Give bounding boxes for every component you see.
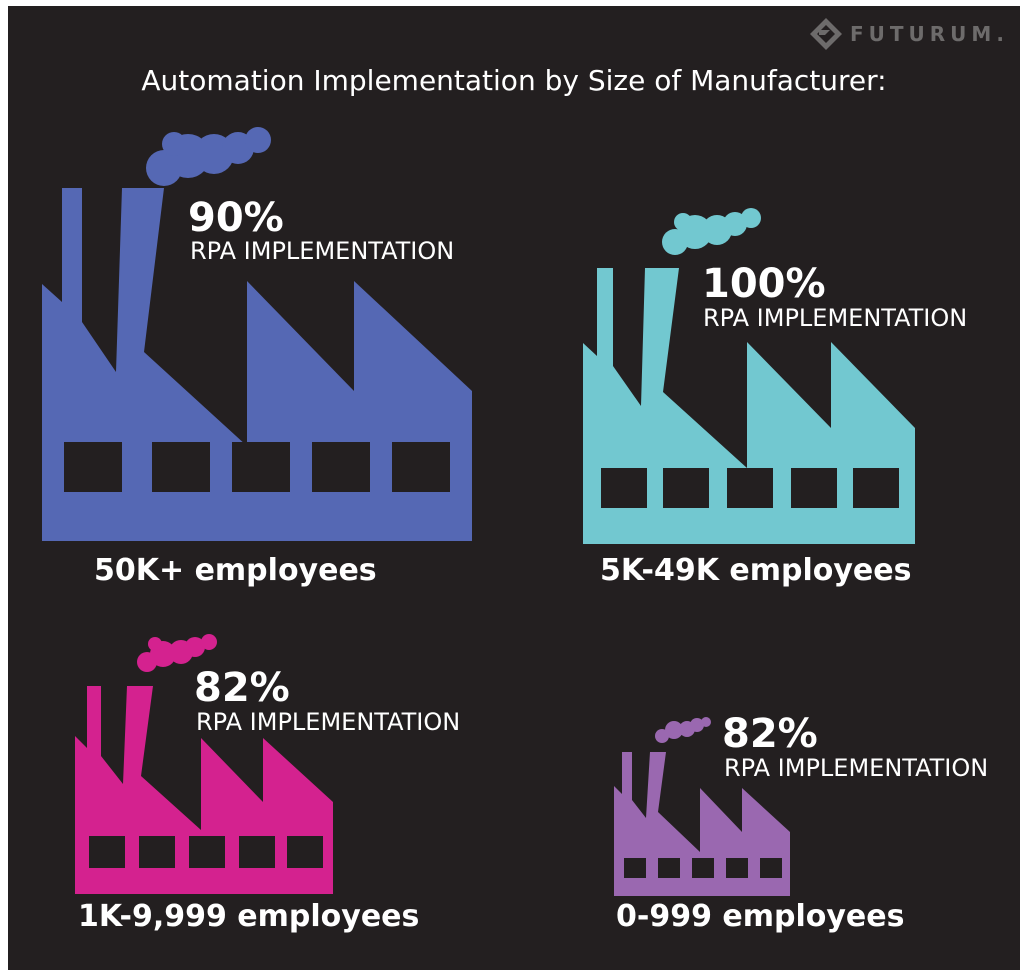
- brand-logo: FUTURUM.: [808, 14, 1009, 54]
- factory-0-999: [614, 717, 790, 896]
- metric-label-5k-49k: RPA IMPLEMENTATION: [703, 304, 968, 332]
- category-label-5k-49k: 5K-49K employees: [600, 553, 912, 588]
- chart-title: Automation Implementation by Size of Man…: [141, 64, 887, 97]
- brand-name: FUTURUM.: [850, 22, 1009, 46]
- factory-windows: [601, 468, 899, 508]
- category-label-0-999: 0-999 employees: [616, 899, 905, 934]
- category-label-1k-9999: 1K-9,999 employees: [78, 899, 420, 934]
- factory-windows: [624, 858, 782, 878]
- factory-1k-9999: [75, 634, 333, 894]
- infographic-canvas: FUTURUM. Automation Implementation by Si…: [8, 6, 1020, 970]
- factory-5k-49k: [583, 208, 915, 544]
- category-label-50k-plus: 50K+ employees: [94, 553, 377, 588]
- factory-50k-plus: [42, 127, 472, 541]
- value-label-0-999: 82%: [722, 711, 818, 757]
- factory-windows: [64, 442, 450, 492]
- value-label-1k-9999: 82%: [194, 665, 290, 711]
- metric-label-50k-plus: RPA IMPLEMENTATION: [190, 237, 455, 265]
- smoke-cloud-icon: [655, 717, 711, 743]
- futurum-logo-icon: [810, 18, 842, 50]
- factory-windows: [89, 836, 323, 868]
- metric-label-0-999: RPA IMPLEMENTATION: [724, 754, 989, 782]
- smoke-cloud-icon: [137, 634, 217, 672]
- smoke-cloud-icon: [146, 127, 271, 186]
- smoke-cloud-icon: [662, 208, 761, 255]
- metric-label-1k-9999: RPA IMPLEMENTATION: [196, 708, 461, 736]
- value-label-5k-49k: 100%: [702, 261, 826, 307]
- value-label-50k-plus: 90%: [188, 195, 284, 241]
